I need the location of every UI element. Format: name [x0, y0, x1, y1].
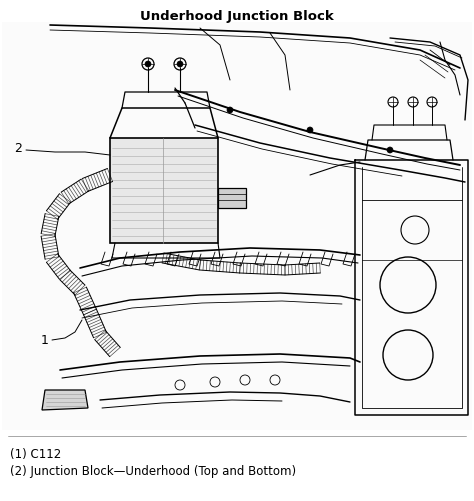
- Bar: [2, 22, 472, 430]
- Polygon shape: [42, 390, 88, 410]
- Text: 2: 2: [14, 141, 22, 154]
- Text: Underhood Junction Block: Underhood Junction Block: [140, 10, 334, 23]
- Bar: [218, 188, 246, 208]
- Circle shape: [307, 127, 313, 133]
- Circle shape: [387, 147, 393, 153]
- Circle shape: [177, 61, 183, 67]
- Text: (1) C112: (1) C112: [10, 448, 61, 461]
- Text: 1: 1: [41, 334, 49, 347]
- Bar: [110, 138, 218, 243]
- Circle shape: [145, 61, 151, 67]
- Circle shape: [227, 107, 233, 113]
- Text: (2) Junction Block—Underhood (Top and Bottom): (2) Junction Block—Underhood (Top and Bo…: [10, 465, 296, 478]
